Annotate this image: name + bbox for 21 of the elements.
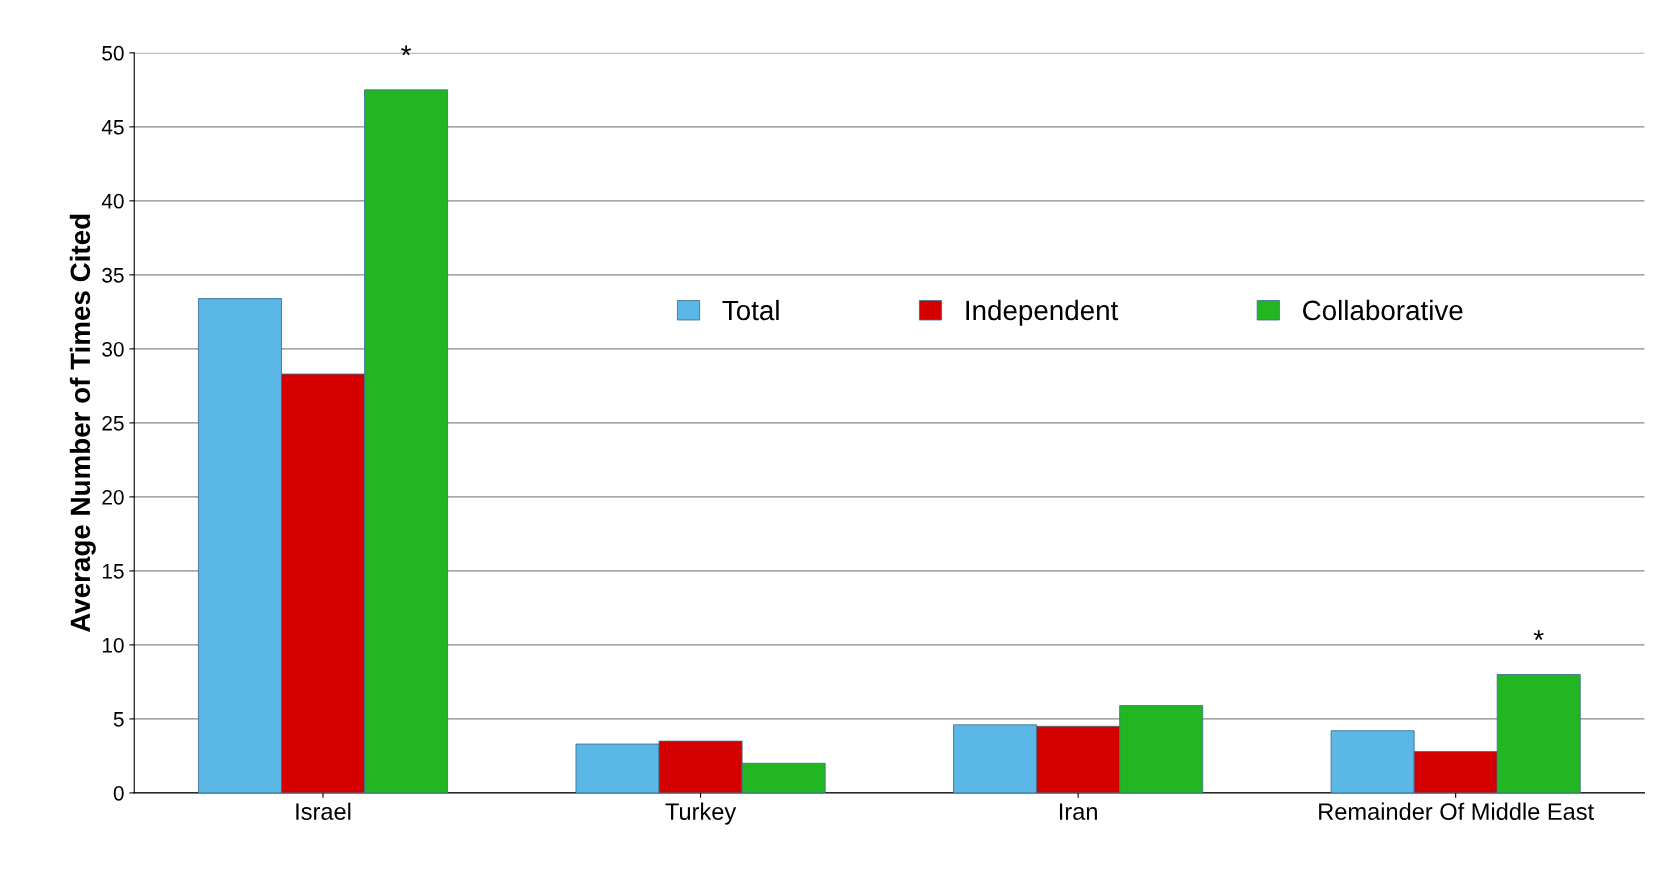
y-tick-label: 50: [102, 45, 124, 61]
annotation: *: [1533, 630, 1544, 640]
y-tick-label: 30: [102, 341, 124, 357]
y-axis-title: Average Number of Times Cited: [69, 214, 96, 633]
y-tick-label: 20: [102, 489, 124, 505]
x-tick-label: Israel: [296, 802, 351, 820]
y-tick-label: 15: [102, 564, 124, 579]
y-tick-label: 5: [113, 712, 124, 727]
x-tick-label: Iran: [1059, 803, 1097, 820]
y-tick-label: 35: [102, 267, 124, 283]
annotation: *: [401, 45, 412, 56]
y-tick-label: 0: [113, 785, 124, 801]
y-tick-label: 40: [101, 193, 124, 209]
legend-label: Total: [722, 299, 779, 321]
y-tick-label: 25: [102, 415, 124, 431]
y-tick-label: 10: [102, 637, 124, 653]
legend-label: Collaborative: [1303, 299, 1463, 321]
x-tick-label: Remainder Of Middle East: [1319, 802, 1594, 820]
legend-label: Independent: [966, 299, 1119, 326]
y-tick-label: 45: [101, 120, 124, 135]
x-tick-label: Turkey: [665, 802, 737, 825]
